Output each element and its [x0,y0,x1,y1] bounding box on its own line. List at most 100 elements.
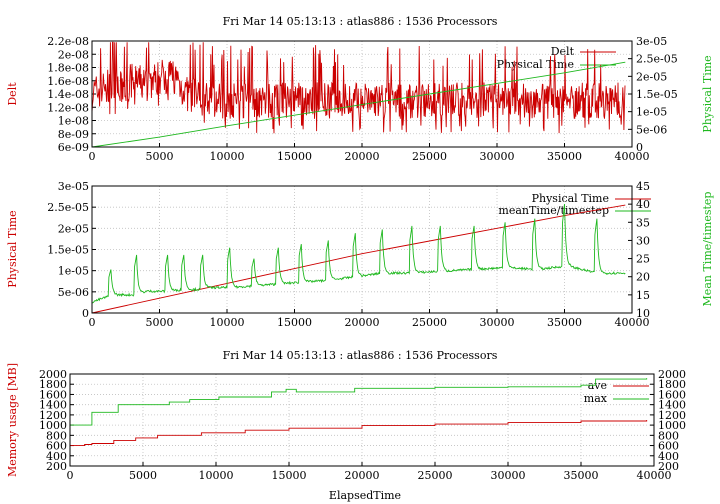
chart1-xtick-label: 15000 [277,150,312,163]
chart3-series-ave [70,420,648,447]
chart3-y2tick-label: 1200 [658,409,686,422]
chart2-frame [91,185,633,314]
chart1-title: Fri Mar 14 05:13:13 : atlas886 : 1536 Pr… [223,15,498,28]
chart3-xtick-label: 35000 [564,469,599,482]
chart3-y2tick-label: 800 [658,429,679,442]
chart3-xtick-label: 30000 [491,469,526,482]
chart1-ytick-label: 1.6e-08 [47,75,89,88]
chart3-xlabel: ElapsedTime [329,489,401,502]
chart3-xtick-label: 5000 [129,469,157,482]
chart1-series-physical-time [91,61,626,148]
chart3-y2tick-label: 1000 [658,419,686,432]
chart1-ylabel: Delt [6,82,19,106]
chart2-xtick-label: 15000 [277,316,312,329]
chart3-legend-label-1: max [584,392,608,405]
chart1-ytick-label: 1.2e-08 [47,101,89,114]
chart2-ytick-label: 3e-05 [58,180,89,193]
chart3-ytick-label: 1400 [39,399,67,412]
chart2-ytick-label: 2.5e-05 [47,201,89,214]
chart3-ytick-label: 200 [46,460,67,473]
chart3-xtick-label: 15000 [272,469,307,482]
chart3-ylabel: Memory usage [MB] [6,363,19,477]
chart2-series-meantime-timestep [91,204,626,304]
chart2-xtick-label: 10000 [210,316,245,329]
chart1-ytick-label: 1.8e-08 [47,62,89,75]
chart3-ytick-label: 1000 [39,419,67,432]
chart3-ytick-label: 400 [46,450,67,463]
chart1-xtick-label: 30000 [480,150,515,163]
chart3-y2tick-label: 200 [658,460,679,473]
chart1-ytick-label: 2e-08 [58,48,89,61]
chart3-legend-label-0: ave [588,379,607,392]
chart1-legend-label-1: Physical Time [497,58,574,71]
chart1-xtick-label: 5000 [146,150,174,163]
chart3-xtick-label: 10000 [199,469,234,482]
chart1-y2tick-label: 2.5e-05 [636,53,678,66]
chart2-xtick-label: 25000 [412,316,447,329]
chart1-xtick-label: 20000 [345,150,380,163]
chart2-xtick-label: 40000 [615,316,650,329]
chart1-y2tick-label: 1e-05 [636,106,667,119]
chart2-series-physical-time [91,204,626,314]
chart3-y2tick-label: 400 [658,450,679,463]
chart3-y2tick-label: 1800 [658,378,686,391]
chart1-ytick-label: 8e-09 [58,128,89,141]
chart2-legend-label-0: Physical Time [532,192,609,205]
chart2-xtick-label: 20000 [345,316,380,329]
chart3-y2tick-label: 600 [658,440,679,453]
chart1-y2label: Physical Time [701,55,714,132]
chart1-ytick-label: 1.4e-08 [47,88,89,101]
chart1-y2tick-label: 0 [636,141,643,154]
chart2-xtick-label: 30000 [480,316,515,329]
chart2-y2tick-label: 35 [636,216,650,229]
chart3-ytick-label: 800 [46,429,67,442]
chart2-xtick-label: 35000 [547,316,582,329]
chart3-frame [69,373,655,467]
chart3-ytick-label: 2000 [39,368,67,381]
chart1-series-delt [91,41,626,134]
chart2-ytick-label: 5e-06 [58,286,89,299]
chart1-y2tick-label: 2e-05 [636,70,667,83]
chart1-xtick-label: 25000 [412,150,447,163]
chart3-title: Fri Mar 14 05:13:13 : atlas886 : 1536 Pr… [223,349,498,362]
chart1-xtick-label: 0 [89,150,96,163]
chart3-ytick-label: 1200 [39,409,67,422]
chart1-y2tick-label: 5e-06 [636,123,667,136]
chart2-y2label: Mean Time/timestep [701,192,714,307]
chart3-y2tick-label: 1400 [658,399,686,412]
chart3-ytick-label: 1800 [39,378,67,391]
chart1-xtick-label: 10000 [210,150,245,163]
chart2-y2tick-label: 10 [636,307,650,320]
chart1-frame [91,40,633,148]
plot-layer: 6e-098e-091e-081.2e-081.4e-081.6e-081.8e… [39,35,686,482]
chart3-y2tick-label: 2000 [658,368,686,381]
chart3-series-max [70,378,648,426]
chart2-y2tick-label: 20 [636,271,650,284]
chart3-y2tick-label: 1600 [658,388,686,401]
chart2-ytick-label: 1.5e-05 [47,244,89,257]
chart2-xtick-label: 5000 [146,316,174,329]
chart2-ytick-label: 0 [82,307,89,320]
chart2-ylabel: Physical Time [6,210,19,287]
chart2-y2tick-label: 45 [636,180,650,193]
chart1-ytick-label: 2.2e-08 [47,35,89,48]
chart1-xtick-label: 40000 [615,150,650,163]
chart1-y2tick-label: 3e-05 [636,35,667,48]
chart2-y2tick-label: 25 [636,253,650,266]
chart2-y2tick-label: 30 [636,234,650,247]
chart2-xtick-label: 0 [89,316,96,329]
chart1-legend-label-0: Delt [551,45,575,58]
chart3-xtick-label: 0 [67,469,74,482]
chart3-ytick-label: 600 [46,440,67,453]
chart1-y2tick-label: 1.5e-05 [636,88,678,101]
chart3-xtick-label: 25000 [418,469,453,482]
chart3-xtick-label: 20000 [345,469,380,482]
chart3-xtick-label: 40000 [637,469,672,482]
chart1-ytick-label: 6e-09 [58,141,89,154]
chart2-ytick-label: 1e-05 [58,265,89,278]
chart2-ytick-label: 2e-05 [58,222,89,235]
chart2-y2tick-label: 40 [636,198,650,211]
chart1-ytick-label: 1e-08 [58,115,89,128]
chart1-xtick-label: 35000 [547,150,582,163]
